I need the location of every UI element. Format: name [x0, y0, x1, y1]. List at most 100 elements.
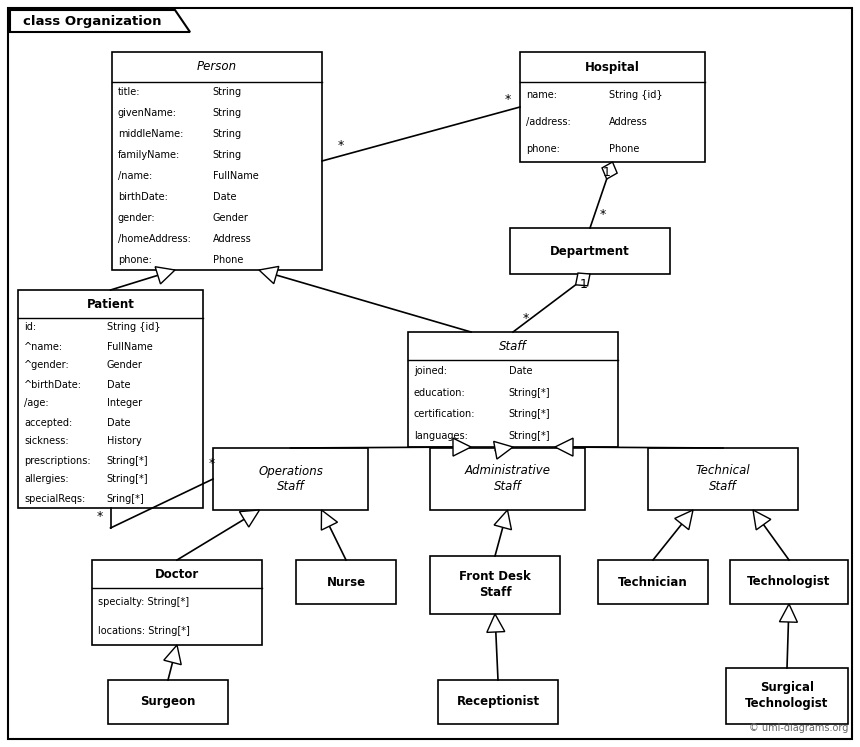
Text: Front Desk
Staff: Front Desk Staff [459, 571, 531, 600]
Text: birthDate:: birthDate: [118, 192, 168, 202]
Text: education:: education: [414, 388, 466, 397]
Text: Operations
Staff: Operations Staff [258, 465, 323, 494]
Text: String {id}: String {id} [107, 323, 161, 332]
Text: Integer: Integer [107, 398, 142, 409]
Bar [112, 52, 322, 270]
Bar [648, 448, 798, 510]
Text: accepted:: accepted: [24, 418, 72, 427]
Text: specialReqs:: specialReqs: [24, 494, 85, 503]
Text: String: String [212, 108, 242, 118]
Text: Hospital: Hospital [585, 61, 640, 73]
Text: *: * [523, 312, 529, 325]
Polygon shape [575, 273, 590, 286]
Text: FullName: FullName [212, 171, 259, 181]
Text: Department: Department [550, 244, 630, 258]
Text: Patient: Patient [87, 297, 134, 311]
Bar [213, 448, 368, 510]
Text: /homeAddress:: /homeAddress: [118, 234, 191, 244]
Text: ^birthDate:: ^birthDate: [24, 379, 82, 389]
Polygon shape [155, 267, 175, 284]
Text: Doctor: Doctor [155, 568, 200, 580]
Polygon shape [779, 604, 797, 622]
Text: Administrative
Staff: Administrative Staff [464, 465, 550, 494]
Polygon shape [453, 438, 471, 456]
Text: FullName: FullName [107, 341, 152, 352]
Text: locations: String[*]: locations: String[*] [98, 626, 190, 636]
Text: joined:: joined: [414, 366, 447, 376]
Text: Sring[*]: Sring[*] [107, 494, 144, 503]
Bar [730, 560, 848, 604]
Text: © uml-diagrams.org: © uml-diagrams.org [748, 723, 848, 733]
Text: Address: Address [212, 234, 251, 244]
Text: *: * [338, 139, 344, 152]
Bar [296, 560, 396, 604]
Text: Phone: Phone [212, 255, 243, 264]
Bar [92, 560, 262, 645]
Text: allergies:: allergies: [24, 474, 69, 485]
Text: Date: Date [212, 192, 236, 202]
Text: Address: Address [609, 117, 648, 127]
Text: Technician: Technician [618, 575, 688, 589]
Text: Phone: Phone [609, 143, 639, 154]
Polygon shape [163, 645, 181, 665]
Bar [520, 52, 705, 162]
Bar [598, 560, 708, 604]
Text: Staff: Staff [499, 339, 527, 353]
Polygon shape [494, 510, 512, 530]
Bar [408, 332, 618, 447]
Polygon shape [555, 438, 573, 456]
Text: ^gender:: ^gender: [24, 361, 70, 371]
Text: Technologist: Technologist [747, 575, 831, 589]
Text: ^name:: ^name: [24, 341, 63, 352]
Polygon shape [259, 267, 279, 284]
Text: title:: title: [118, 87, 140, 97]
Text: /age:: /age: [24, 398, 49, 409]
Text: name:: name: [526, 90, 557, 100]
Text: Date: Date [107, 379, 131, 389]
Text: *: * [209, 457, 215, 470]
Text: Surgeon: Surgeon [140, 695, 196, 708]
Text: *: * [504, 93, 511, 106]
Bar [438, 680, 558, 724]
Text: givenName:: givenName: [118, 108, 177, 118]
Polygon shape [322, 510, 337, 530]
Text: phone:: phone: [526, 143, 560, 154]
Text: middleName:: middleName: [118, 129, 183, 139]
Text: *: * [600, 208, 606, 221]
Text: prescriptions:: prescriptions: [24, 456, 90, 465]
Text: String[*]: String[*] [509, 388, 550, 397]
Bar [510, 228, 670, 274]
Polygon shape [10, 10, 190, 32]
Text: phone:: phone: [118, 255, 152, 264]
Text: String[*]: String[*] [107, 456, 149, 465]
Text: Person: Person [197, 61, 237, 73]
Bar [430, 448, 585, 510]
Text: Nurse: Nurse [327, 575, 366, 589]
Text: class Organization: class Organization [22, 16, 162, 28]
Text: 1: 1 [603, 166, 611, 179]
Polygon shape [675, 510, 693, 530]
Polygon shape [239, 510, 260, 527]
Text: languages:: languages: [414, 431, 468, 441]
Text: /address:: /address: [526, 117, 571, 127]
Text: String: String [212, 87, 242, 97]
Text: String: String [212, 129, 242, 139]
Text: Receptionist: Receptionist [457, 695, 539, 708]
Text: Gender: Gender [107, 361, 143, 371]
Bar [18, 290, 203, 508]
Text: String[*]: String[*] [509, 409, 550, 419]
Text: String[*]: String[*] [107, 474, 149, 485]
Bar [108, 680, 228, 724]
Polygon shape [487, 614, 505, 633]
Text: String: String [212, 150, 242, 160]
Text: *: * [96, 510, 102, 523]
Text: id:: id: [24, 323, 36, 332]
Text: Technical
Staff: Technical Staff [696, 465, 750, 494]
Text: Surgical
Technologist: Surgical Technologist [746, 681, 829, 710]
Text: Gender: Gender [212, 213, 249, 223]
Text: String[*]: String[*] [509, 431, 550, 441]
Text: certification:: certification: [414, 409, 476, 419]
Bar [430, 556, 560, 614]
Text: History: History [107, 436, 142, 447]
Text: sickness:: sickness: [24, 436, 69, 447]
